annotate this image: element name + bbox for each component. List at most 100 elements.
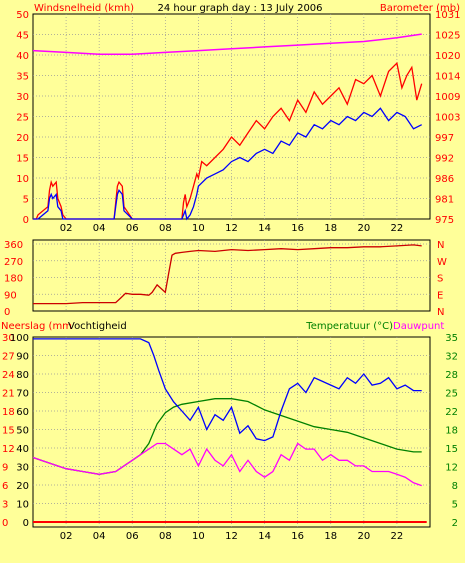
- direction-plot-area: [32, 239, 431, 312]
- x-tick-label: 12: [225, 531, 238, 542]
- barometer-line: [32, 33, 422, 56]
- humidity-plot-area: [32, 336, 431, 528]
- baro-tick-label: 1025: [435, 31, 460, 42]
- humidity-line: [33, 338, 422, 442]
- humidity-tick-label: 90: [16, 352, 29, 363]
- baro-tick-label: 975: [435, 215, 454, 226]
- baro-tick-label: 992: [435, 154, 454, 165]
- x-tick-label: 22: [391, 531, 404, 542]
- compass-label: W: [437, 257, 447, 268]
- wind-tick-label: 0: [23, 215, 29, 226]
- temp-tick-label: 12: [445, 463, 458, 474]
- rain-tick-label: 12: [2, 444, 15, 455]
- x-tick-label: 16: [291, 531, 304, 542]
- temp-tick-label: 32: [445, 352, 458, 363]
- wind-baro-panel: 0 5 10 15 20 25 30 35 40 45 50 975 981 986 992 997 1003…: [16, 3, 460, 234]
- x-tick-label: 14: [258, 531, 271, 542]
- x-tick-label: 08: [159, 223, 172, 234]
- compass-label: N: [437, 307, 444, 318]
- wind-tick-label: 15: [16, 154, 29, 165]
- rain-tick-label: 3: [2, 500, 8, 511]
- humidity-tick-label: 10: [16, 500, 29, 511]
- baro-tick-label: 1031: [435, 10, 460, 21]
- wind-tick-label: 25: [16, 113, 29, 124]
- wind-series: [32, 33, 423, 221]
- baro-tick-label: 981: [435, 195, 454, 206]
- temp-tick-label: 2: [452, 518, 458, 529]
- humidity-tick-label: 70: [16, 389, 29, 400]
- wind-tick-label: 40: [16, 51, 29, 62]
- x-tick-label: 14: [258, 223, 271, 234]
- temp-tick-label: 18: [445, 426, 458, 437]
- temp-tick-label: 5: [452, 500, 458, 511]
- x-tick-label: 04: [93, 223, 106, 234]
- compass-label: N: [437, 240, 444, 251]
- humidity-tick-label: 40: [16, 444, 29, 455]
- humidity-tick-label: 0: [23, 518, 29, 529]
- rain-axis-label: Neerslag (mm: [1, 321, 72, 332]
- baro-right-tick-labels: 975 981 986 992 997 1003 1009 1014 1020 1025 1031: [435, 10, 460, 226]
- baro-tick-label: 1020: [435, 51, 460, 62]
- rain-tick-label: 18: [2, 407, 15, 418]
- wind-tick-label: 50: [16, 10, 29, 21]
- rain-tick-label: 24: [2, 370, 15, 381]
- temp-tick-label: 22: [445, 407, 458, 418]
- direction-line: [33, 244, 422, 305]
- baro-tick-label: 1003: [435, 113, 460, 124]
- humidity-x-tick-labels: 02 04 06 08 10 12 14 16 18 20 22: [60, 531, 404, 542]
- gust-line: [33, 61, 423, 220]
- direction-tick-label: 180: [4, 274, 23, 285]
- x-tick-label: 06: [126, 223, 139, 234]
- x-tick-label: 08: [159, 531, 172, 542]
- x-tick-label: 06: [126, 531, 139, 542]
- rain-tick-label: 9: [2, 463, 8, 474]
- direction-tick-label: 90: [4, 290, 17, 301]
- wind-x-tick-labels: 02 04 06 08 10 12 14 16 18 20 22: [60, 223, 404, 234]
- x-tick-label: 10: [192, 531, 205, 542]
- wind-grid: [33, 14, 430, 219]
- rain-tick-label: 30: [2, 333, 15, 344]
- temp-tick-label: 35: [445, 333, 458, 344]
- humidity-tick-label: 20: [16, 481, 29, 492]
- x-tick-label: 18: [324, 531, 337, 542]
- x-tick-label: 20: [357, 531, 370, 542]
- wind-left-tick-labels: 0 5 10 15 20 25 30 35 40 45 50: [16, 10, 29, 226]
- baro-tick-label: 997: [435, 133, 454, 144]
- compass-label: E: [437, 290, 443, 301]
- temp-tick-label: 28: [445, 370, 458, 381]
- temp-tick-label: 8: [452, 481, 458, 492]
- wind-tick-label: 45: [16, 31, 29, 42]
- x-tick-label: 04: [93, 531, 106, 542]
- compass-label: S: [437, 274, 443, 285]
- wind-tick-label: 5: [23, 195, 29, 206]
- wind-axis-label: Windsnelheid (kmh): [34, 3, 134, 14]
- x-tick-label: 12: [225, 223, 238, 234]
- x-tick-label: 10: [192, 223, 205, 234]
- humidity-tick-label: 60: [16, 407, 29, 418]
- direction-grid: [33, 240, 430, 311]
- wind-tick-label: 20: [16, 133, 29, 144]
- baro-tick-label: 986: [435, 174, 454, 185]
- rain-tick-label: 21: [2, 389, 15, 400]
- x-tick-label: 22: [391, 223, 404, 234]
- x-tick-label: 16: [291, 223, 304, 234]
- temp-tick-label: 25: [445, 389, 458, 400]
- temp-tick-label: 15: [445, 444, 458, 455]
- humidity-tick-label: 80: [16, 370, 29, 381]
- x-tick-label: 02: [60, 531, 73, 542]
- humidity-tick-label: 50: [16, 426, 29, 437]
- direction-tick-label: 270: [4, 257, 23, 268]
- humidity-axis-label: Vochtigheid: [68, 321, 127, 332]
- wind-line: [33, 107, 422, 221]
- temperature-axis-label: Temperatuur (°C): [305, 321, 393, 332]
- chart-title: 24 hour graph day : 13 July 2006: [157, 3, 322, 14]
- rain-tick-label: 27: [2, 352, 15, 363]
- dewpoint-line: [32, 442, 422, 487]
- baro-tick-label: 1009: [435, 92, 460, 103]
